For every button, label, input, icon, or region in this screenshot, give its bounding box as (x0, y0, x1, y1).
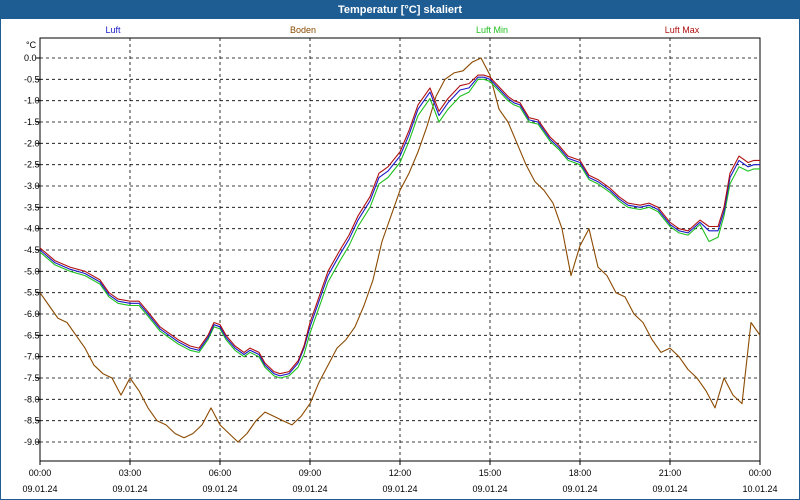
y-tick-label: -5.5 (24, 288, 40, 298)
legend-entry-boden: Boden (290, 25, 316, 35)
y-tick-label: -3.5 (24, 202, 40, 212)
series-line-luft-min (39, 78, 760, 379)
y-tick-label: -4.5 (24, 245, 40, 255)
x-axis-ticks: 00:00 09.01.24 03:00 09.01.24 06:00 09.01.24 0… (22, 461, 778, 494)
x-tick-date: 09.01.24 (22, 484, 57, 494)
y-axis-label: °C (26, 40, 37, 50)
y-tick-label: -0.5 (24, 74, 40, 84)
x-tick-time: 00:00 (749, 468, 772, 478)
x-tick-date: 10.01.24 (742, 484, 777, 494)
x-tick-date: 09.01.24 (202, 484, 237, 494)
y-tick-label: -2.5 (24, 160, 40, 170)
x-tick-time: 06:00 (209, 468, 232, 478)
x-tick-time: 00:00 (29, 468, 52, 478)
x-tick-date: 09.01.24 (382, 484, 417, 494)
x-tick-time: 03:00 (119, 468, 142, 478)
y-tick-label: -1.0 (24, 96, 40, 106)
x-tick-time: 09:00 (299, 468, 322, 478)
y-axis-ticks: 0.0 -0.5 -1.0 -1.5 -2.0 -2.5 -3.0 -3.5 -4.0 -4.5 -… (24, 53, 40, 447)
y-tick-label: -8.5 (24, 416, 40, 426)
x-tick-date: 09.01.24 (292, 484, 327, 494)
y-tick-label: -5.0 (24, 266, 40, 276)
x-tick-date: 09.01.24 (112, 484, 147, 494)
y-tick-label: -7.0 (24, 352, 40, 362)
y-tick-label: -2.0 (24, 138, 40, 148)
y-tick-label: 0.0 (24, 53, 37, 63)
legend-entry-luft: Luft (105, 25, 121, 35)
grid (40, 38, 760, 461)
y-tick-label: -9.0 (24, 437, 40, 447)
y-tick-label: -7.5 (24, 373, 40, 383)
series-line-luft (39, 76, 760, 377)
y-tick-label: -6.5 (24, 330, 40, 340)
series-line-boden (39, 57, 761, 443)
x-tick-date: 09.01.24 (472, 484, 507, 494)
y-tick-label: -3.0 (24, 181, 40, 191)
x-tick-time: 21:00 (659, 468, 682, 478)
legend-entry-luft-min: Luft Min (476, 25, 508, 35)
series-group (39, 57, 761, 443)
legend-entry-luft-max: Luft Max (665, 25, 700, 35)
x-tick-date: 09.01.24 (652, 484, 687, 494)
x-tick-time: 18:00 (569, 468, 592, 478)
x-tick-time: 12:00 (389, 468, 412, 478)
x-tick-date: 09.01.24 (562, 484, 597, 494)
series-line-luft-max (39, 74, 760, 375)
y-tick-label: -4.0 (24, 224, 40, 234)
legend: Luft Boden Luft Min Luft Max (105, 25, 699, 35)
y-tick-label: -6.0 (24, 309, 40, 319)
y-tick-label: -8.0 (24, 394, 40, 404)
y-tick-label: -1.5 (24, 117, 40, 127)
chart-title: Temperatur [°C] skaliert (1, 1, 799, 19)
x-tick-time: 15:00 (479, 468, 502, 478)
